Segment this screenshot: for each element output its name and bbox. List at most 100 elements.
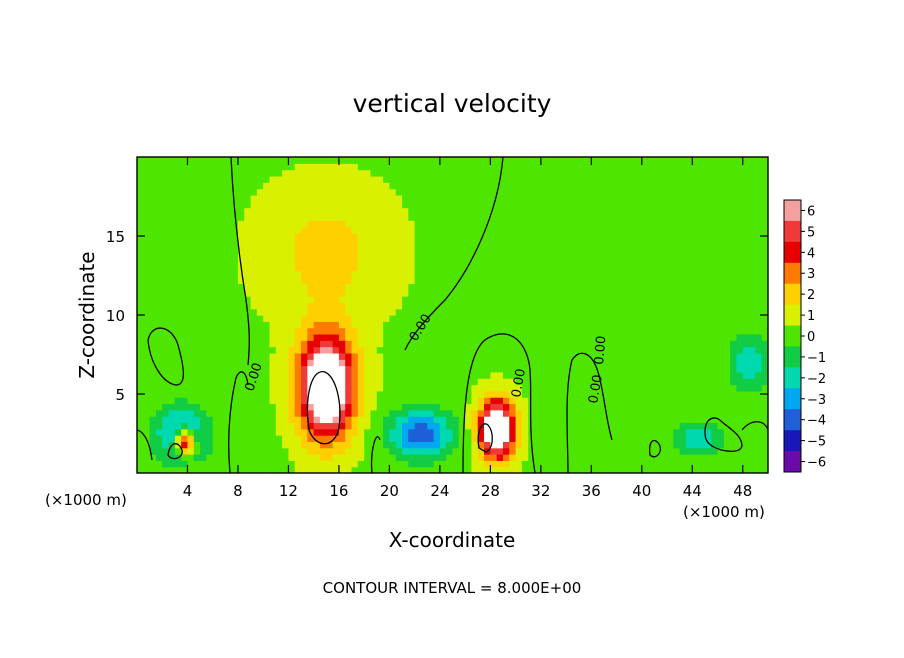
field-cell <box>730 416 738 424</box>
field-cell <box>256 327 264 335</box>
field-cell <box>458 397 466 405</box>
field-cell <box>578 409 586 417</box>
field-cell <box>540 258 548 266</box>
field-cell <box>313 327 321 335</box>
field-cell <box>389 390 397 398</box>
field-cell <box>269 188 277 196</box>
field-cell <box>547 213 555 221</box>
field-cell <box>181 359 189 367</box>
field-cell <box>553 390 561 398</box>
field-cell <box>383 333 390 341</box>
field-cell <box>679 466 687 473</box>
field-cell <box>389 289 397 297</box>
field-cell <box>698 327 706 335</box>
field-cell <box>641 251 649 259</box>
field-cell <box>755 226 763 234</box>
field-cell <box>490 390 498 398</box>
field-cell <box>408 441 416 449</box>
field-cell <box>534 296 542 303</box>
field-cell <box>376 327 384 335</box>
field-cell <box>319 315 327 322</box>
field-cell <box>509 182 517 190</box>
field-cell <box>534 371 542 379</box>
field-cell <box>414 365 422 373</box>
field-cell <box>282 403 290 411</box>
field-cell <box>704 390 712 398</box>
field-cell <box>761 201 768 209</box>
field-cell <box>351 175 359 183</box>
field-cell <box>439 175 447 183</box>
field-cell <box>332 352 340 360</box>
field-cell <box>667 277 674 284</box>
field-cell <box>446 283 454 291</box>
field-cell <box>603 258 611 266</box>
field-cell <box>301 283 308 291</box>
field-cell <box>307 188 315 196</box>
field-cell <box>250 251 258 259</box>
field-cell <box>749 359 756 367</box>
field-cell <box>357 226 365 234</box>
field-cell <box>585 409 592 417</box>
field-cell <box>212 239 220 247</box>
field-cell <box>212 384 220 392</box>
field-cell <box>635 232 643 240</box>
field-cell <box>635 163 643 171</box>
field-cell <box>635 454 643 461</box>
field-cell <box>635 371 643 379</box>
field-cell <box>250 182 258 190</box>
field-cell <box>477 213 485 221</box>
field-cell <box>231 441 239 449</box>
field-cell <box>673 327 681 335</box>
field-cell <box>730 346 738 354</box>
field-cell <box>553 315 561 322</box>
field-cell <box>439 207 447 215</box>
field-cell <box>736 188 744 196</box>
field-cell <box>408 308 416 316</box>
field-cell <box>723 239 731 247</box>
field-cell <box>698 441 706 449</box>
field-cell <box>603 333 611 341</box>
field-cell <box>547 340 555 348</box>
field-cell <box>313 213 321 221</box>
field-cell <box>521 454 529 461</box>
field-cell <box>288 175 296 183</box>
field-cell <box>654 213 662 221</box>
field-cell <box>742 289 750 297</box>
field-cell <box>212 213 220 221</box>
field-cell <box>269 409 277 417</box>
field-cell <box>237 428 245 436</box>
field-cell <box>471 447 479 455</box>
field-cell <box>288 441 296 449</box>
field-cell <box>597 207 605 215</box>
field-cell <box>408 296 416 303</box>
field-cell <box>578 277 586 284</box>
field-cell <box>402 207 409 215</box>
field-cell <box>673 422 681 430</box>
field-cell <box>553 308 561 316</box>
field-cell <box>515 359 523 367</box>
field-cell <box>635 327 643 335</box>
field-cell <box>502 213 510 221</box>
field-cell <box>345 416 353 424</box>
field-cell <box>761 239 768 247</box>
field-cell <box>484 359 491 367</box>
field-cell <box>515 447 523 455</box>
field-cell <box>357 302 365 310</box>
field-cell <box>528 194 536 202</box>
field-cell <box>237 289 245 297</box>
field-cell <box>629 447 637 455</box>
field-cell <box>244 327 252 335</box>
field-cell <box>496 194 504 202</box>
field-cell <box>723 441 731 449</box>
field-cell <box>534 270 542 278</box>
field-cell <box>319 466 327 473</box>
field-cell <box>635 352 643 360</box>
field-cell <box>496 390 504 398</box>
field-cell <box>319 264 327 272</box>
field-cell <box>597 308 605 316</box>
field-cell <box>761 308 768 316</box>
field-cell <box>174 371 182 379</box>
field-cell <box>263 182 271 190</box>
field-cell <box>168 213 176 221</box>
field-cell <box>477 409 485 417</box>
